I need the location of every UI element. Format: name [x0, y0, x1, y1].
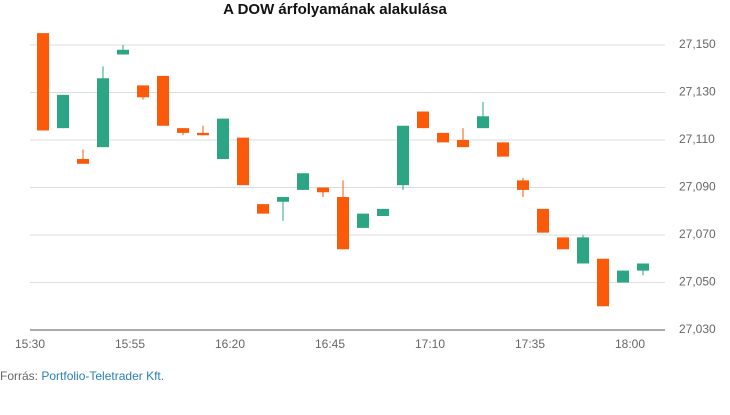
chart-title: A DOW árfolyamának alakulása	[223, 1, 447, 18]
x-tick-label: 16:20	[215, 337, 245, 351]
y-tick-label: 27,050	[679, 275, 716, 289]
candle-body	[517, 180, 529, 190]
candle-body	[177, 128, 189, 133]
x-tick-label: 17:35	[515, 337, 545, 351]
candle-body	[277, 197, 289, 202]
candle-body	[417, 111, 429, 129]
candle-body	[617, 270, 629, 283]
candle-body	[397, 125, 409, 186]
candle-body	[437, 132, 449, 143]
y-tick-label: 27,070	[679, 227, 716, 241]
candle-body	[637, 263, 649, 271]
source-link[interactable]: Portfolio-Teletrader Kft.	[41, 369, 164, 383]
y-tick-label: 27,130	[679, 85, 716, 99]
y-tick-label: 27,150	[679, 37, 716, 51]
y-tick-label: 27,030	[679, 322, 716, 336]
y-tick-label: 27,090	[679, 180, 716, 194]
candle-body	[157, 75, 169, 126]
candle-body	[357, 213, 369, 228]
candle-body	[537, 208, 549, 233]
y-tick-label: 27,110	[679, 132, 715, 146]
candle-body	[577, 237, 589, 264]
candle-body	[137, 85, 149, 98]
x-tick-label: 15:55	[115, 337, 145, 351]
x-tick-label: 18:00	[615, 337, 645, 351]
candle-body	[217, 118, 229, 160]
candle-body	[97, 78, 109, 148]
candle-body	[257, 204, 269, 214]
x-tick-label: 15:30	[15, 337, 45, 351]
candle-body	[557, 237, 569, 250]
candle-body	[337, 197, 349, 250]
candle-body	[297, 173, 309, 190]
candle-body	[237, 137, 249, 186]
candle-body	[117, 49, 129, 55]
candle-body	[597, 258, 609, 307]
candle-body	[457, 140, 469, 148]
source-label: Forrás:	[0, 369, 38, 383]
candle-body	[317, 187, 329, 193]
source: Forrás: Portfolio-Teletrader Kft.	[0, 369, 164, 383]
x-tick-label: 16:45	[315, 337, 345, 351]
candle-body	[377, 208, 389, 217]
candle-body	[57, 94, 69, 129]
candle-body	[77, 159, 89, 164]
candle-body	[497, 142, 509, 157]
x-tick-label: 17:10	[415, 337, 445, 351]
candle-body	[37, 33, 49, 131]
candle-body	[477, 116, 489, 129]
candle-body	[197, 132, 209, 136]
